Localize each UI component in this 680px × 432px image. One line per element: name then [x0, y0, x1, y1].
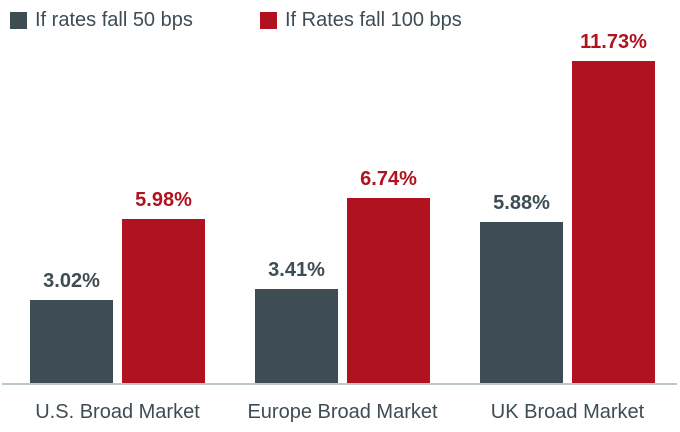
value-label: 5.98% — [135, 189, 192, 211]
bar — [347, 198, 430, 383]
value-label: 11.73% — [580, 31, 647, 53]
value-label: 3.02% — [43, 270, 100, 292]
value-label: 3.41% — [268, 259, 325, 281]
bar — [255, 289, 338, 383]
category-label: Europe Broad Market — [247, 401, 438, 423]
value-label: 6.74% — [360, 168, 417, 190]
category-label: UK Broad Market — [490, 401, 645, 423]
legend-item: If rates fall 50 bps — [10, 8, 193, 31]
legend-item: If Rates fall 100 bps — [260, 8, 462, 31]
x-axis-baseline — [2, 383, 677, 385]
value-label: 5.88% — [493, 192, 550, 214]
bar — [122, 219, 205, 383]
bar — [572, 61, 655, 383]
category-label: U.S. Broad Market — [35, 401, 200, 423]
bar — [30, 300, 113, 383]
bar — [480, 222, 563, 383]
legend-swatch-icon — [10, 11, 27, 29]
legend-label: If Rates fall 100 bps — [285, 8, 462, 31]
legend-swatch-icon — [260, 11, 277, 29]
legend-label: If rates fall 50 bps — [35, 8, 193, 31]
